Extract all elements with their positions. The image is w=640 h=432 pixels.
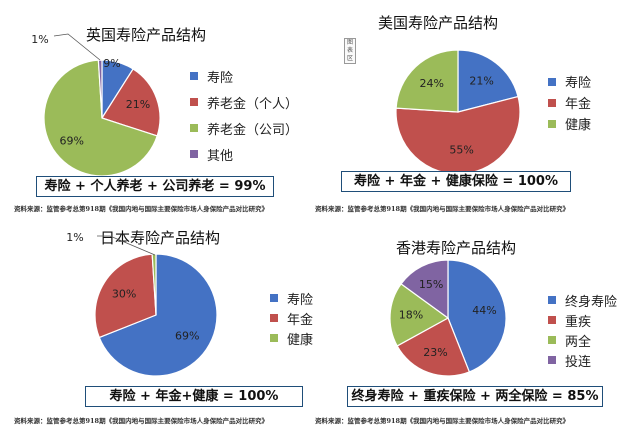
legend-label: 年金 [287,312,314,328]
legend-swatch [548,296,556,304]
legend-item: 寿险 [548,71,591,92]
legend-swatch [270,314,278,322]
pie-slice [97,59,103,119]
legend-japan: 寿险 年金 健康 [270,288,313,348]
pie-slice [98,253,218,377]
legend-item: 健康 [270,328,313,348]
pie-chart-hongkong: 44% 23% 18% 15% [389,259,507,377]
chart-title: 英国寿险产品结构 [86,26,207,44]
legend-item: 其他 [190,141,298,167]
data-label: 1% [31,33,48,46]
callout-line [53,33,101,61]
legend-swatch [548,77,556,86]
pie-chart-uk: 9% 21% 69% 1% [31,33,161,177]
legend-label: 寿险 [287,292,314,308]
data-label: 69% [60,134,84,147]
formula-box: 寿险 + 年金+健康 = 100% [85,386,303,407]
formula-box: 寿险 + 年金 + 健康保险 = 100% [341,171,571,192]
pie-slice [447,259,507,373]
data-label: 15% [419,278,443,291]
legend-item: 年金 [548,92,591,113]
formula-box: 终身寿险 + 重疾保险 + 两全保险 = 85% [347,386,603,407]
source-note: 资料来源：监管参考总第918期《我国内地与国际主要保险市场人身保险产品对比研究》 [315,417,570,425]
source-note: 资料来源：监管参考总第918期《我国内地与国际主要保险市场人身保险产品对比研究》 [14,417,269,425]
legend-label: 终身寿险 [565,294,618,310]
legend-item: 年金 [270,308,313,328]
data-label: 9% [103,57,120,70]
chart-title: 日本寿险产品结构 [100,229,221,247]
chart-area-tag: 图表区 [344,38,357,64]
legend-item: 重疾 [548,310,617,330]
pie-slice [400,259,449,320]
legend-us: 寿险 年金 健康 [548,71,591,134]
data-label: 24% [419,77,443,90]
pie-slice [389,283,450,347]
legend-swatch [190,124,198,132]
chart-title: 美国寿险产品结构 [378,14,499,32]
legend-item: 寿险 [190,63,298,89]
data-label: 44% [472,304,496,317]
callout-line [97,235,156,256]
legend-uk: 寿险 养老金（个人） 养老金（公司） 其他 [190,63,298,167]
legend-label: 健康 [565,118,592,133]
legend-item: 健康 [548,113,591,134]
chart-title: 香港寿险产品结构 [396,239,517,257]
legend-label: 养老金（个人） [207,96,299,112]
data-label: 21% [469,75,493,88]
legend-item: 两全 [548,330,617,350]
legend-item: 养老金（个人） [190,89,298,115]
legend-label: 寿险 [565,76,592,91]
source-note: 资料来源：监管参考总第918期《我国内地与国际主要保险市场人身保险产品对比研究》 [14,205,269,213]
legend-label: 养老金（公司） [207,122,299,138]
legend-swatch [548,119,556,128]
pie-slice [43,59,158,177]
data-label: 21% [126,98,150,111]
legend-swatch [190,72,198,80]
legend-item: 养老金（公司） [190,115,298,141]
legend-label: 投连 [565,354,592,370]
pie-slice [101,68,161,137]
legend-item: 投连 [548,350,617,370]
data-label: 69% [175,329,199,342]
data-label: 55% [449,143,473,156]
data-label: 30% [112,288,136,301]
pie-slice [94,253,157,339]
legend-label: 两全 [565,334,592,350]
pie-slice [396,317,471,377]
pie-slice [457,49,519,113]
formula-box: 寿险 + 个人养老 + 公司养老 = 99% [36,176,274,197]
legend-swatch [190,150,198,158]
data-label: 1% [66,231,83,244]
legend-swatch [270,334,278,342]
data-label: 18% [399,309,423,322]
legend-label: 年金 [565,97,592,112]
legend-swatch [548,336,556,344]
legend-swatch [548,98,556,107]
pie-slice [395,49,459,113]
legend-swatch [548,356,556,364]
legend-label: 其他 [207,148,234,164]
legend-swatch [270,294,278,302]
pie-chart-us: 21% 55% 24% [395,49,521,175]
pie-chart-japan: 69% 30% 1% [66,231,218,377]
source-note: 资料来源：监管参考总第918期《我国内地与国际主要保险市场人身保险产品对比研究》 [315,205,570,213]
legend-item: 寿险 [270,288,313,308]
data-label: 23% [423,346,447,359]
legend-label: 寿险 [207,70,234,86]
legend-label: 健康 [287,332,314,348]
legend-swatch [190,98,198,106]
legend-item: 终身寿险 [548,290,617,310]
legend-swatch [548,316,556,324]
legend-label: 重疾 [565,314,592,330]
legend-hongkong: 终身寿险 重疾 两全 投连 [548,290,617,370]
